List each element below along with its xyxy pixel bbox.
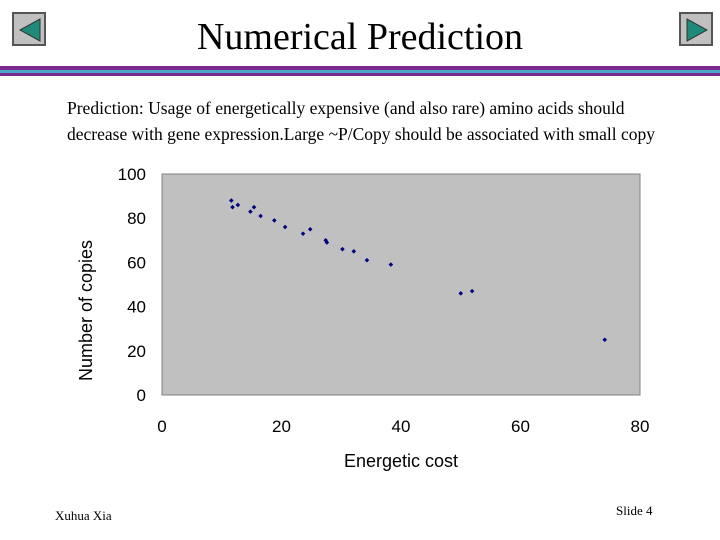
scatter-chart: 0 20 40 60 80 100 0 20 40 60 80 Energetic cost Numbe… — [76, 165, 650, 471]
arrow-right-icon — [686, 18, 709, 42]
data-point — [272, 218, 277, 223]
data-point — [235, 202, 241, 208]
x-tick-label: 0 — [157, 417, 166, 436]
data-point — [351, 249, 357, 254]
data-point — [364, 257, 370, 263]
title-divider-top — [0, 66, 720, 70]
x-tick-label: 60 — [511, 417, 530, 436]
arrow-left-icon — [18, 18, 41, 42]
title-divider-bottom — [0, 73, 720, 76]
plot-area — [161, 173, 641, 396]
title-divider-middle — [0, 70, 720, 73]
slide-title: Numerical Prediction — [196, 16, 524, 58]
y-tick-label: 20 — [127, 342, 146, 361]
next-slide-button[interactable] — [679, 12, 713, 46]
prediction-text: Prediction: Usage of energetically expen… — [67, 98, 655, 144]
data-point — [458, 291, 464, 296]
x-axis-label: Energetic cost — [344, 451, 458, 471]
previous-slide-button[interactable] — [12, 12, 46, 46]
y-tick-label: 60 — [127, 253, 146, 272]
y-axis-label: Number of copies — [76, 240, 96, 381]
y-tick-label: 80 — [127, 209, 146, 228]
data-point — [282, 224, 288, 230]
x-tick-label: 40 — [392, 417, 411, 436]
data-point — [251, 204, 257, 210]
y-tick-label: 40 — [127, 298, 146, 317]
x-tick-label: 80 — [631, 417, 650, 436]
y-tick-label: 100 — [118, 165, 146, 184]
y-tick-label: 0 — [137, 386, 146, 405]
data-point — [307, 226, 313, 232]
author-footer: Xuhua Xia — [55, 508, 112, 523]
x-tick-label: 20 — [272, 417, 291, 436]
data-point — [602, 337, 608, 343]
data-point — [300, 231, 306, 236]
slide-number: Slide 4 — [616, 503, 653, 518]
data-point — [469, 288, 475, 294]
